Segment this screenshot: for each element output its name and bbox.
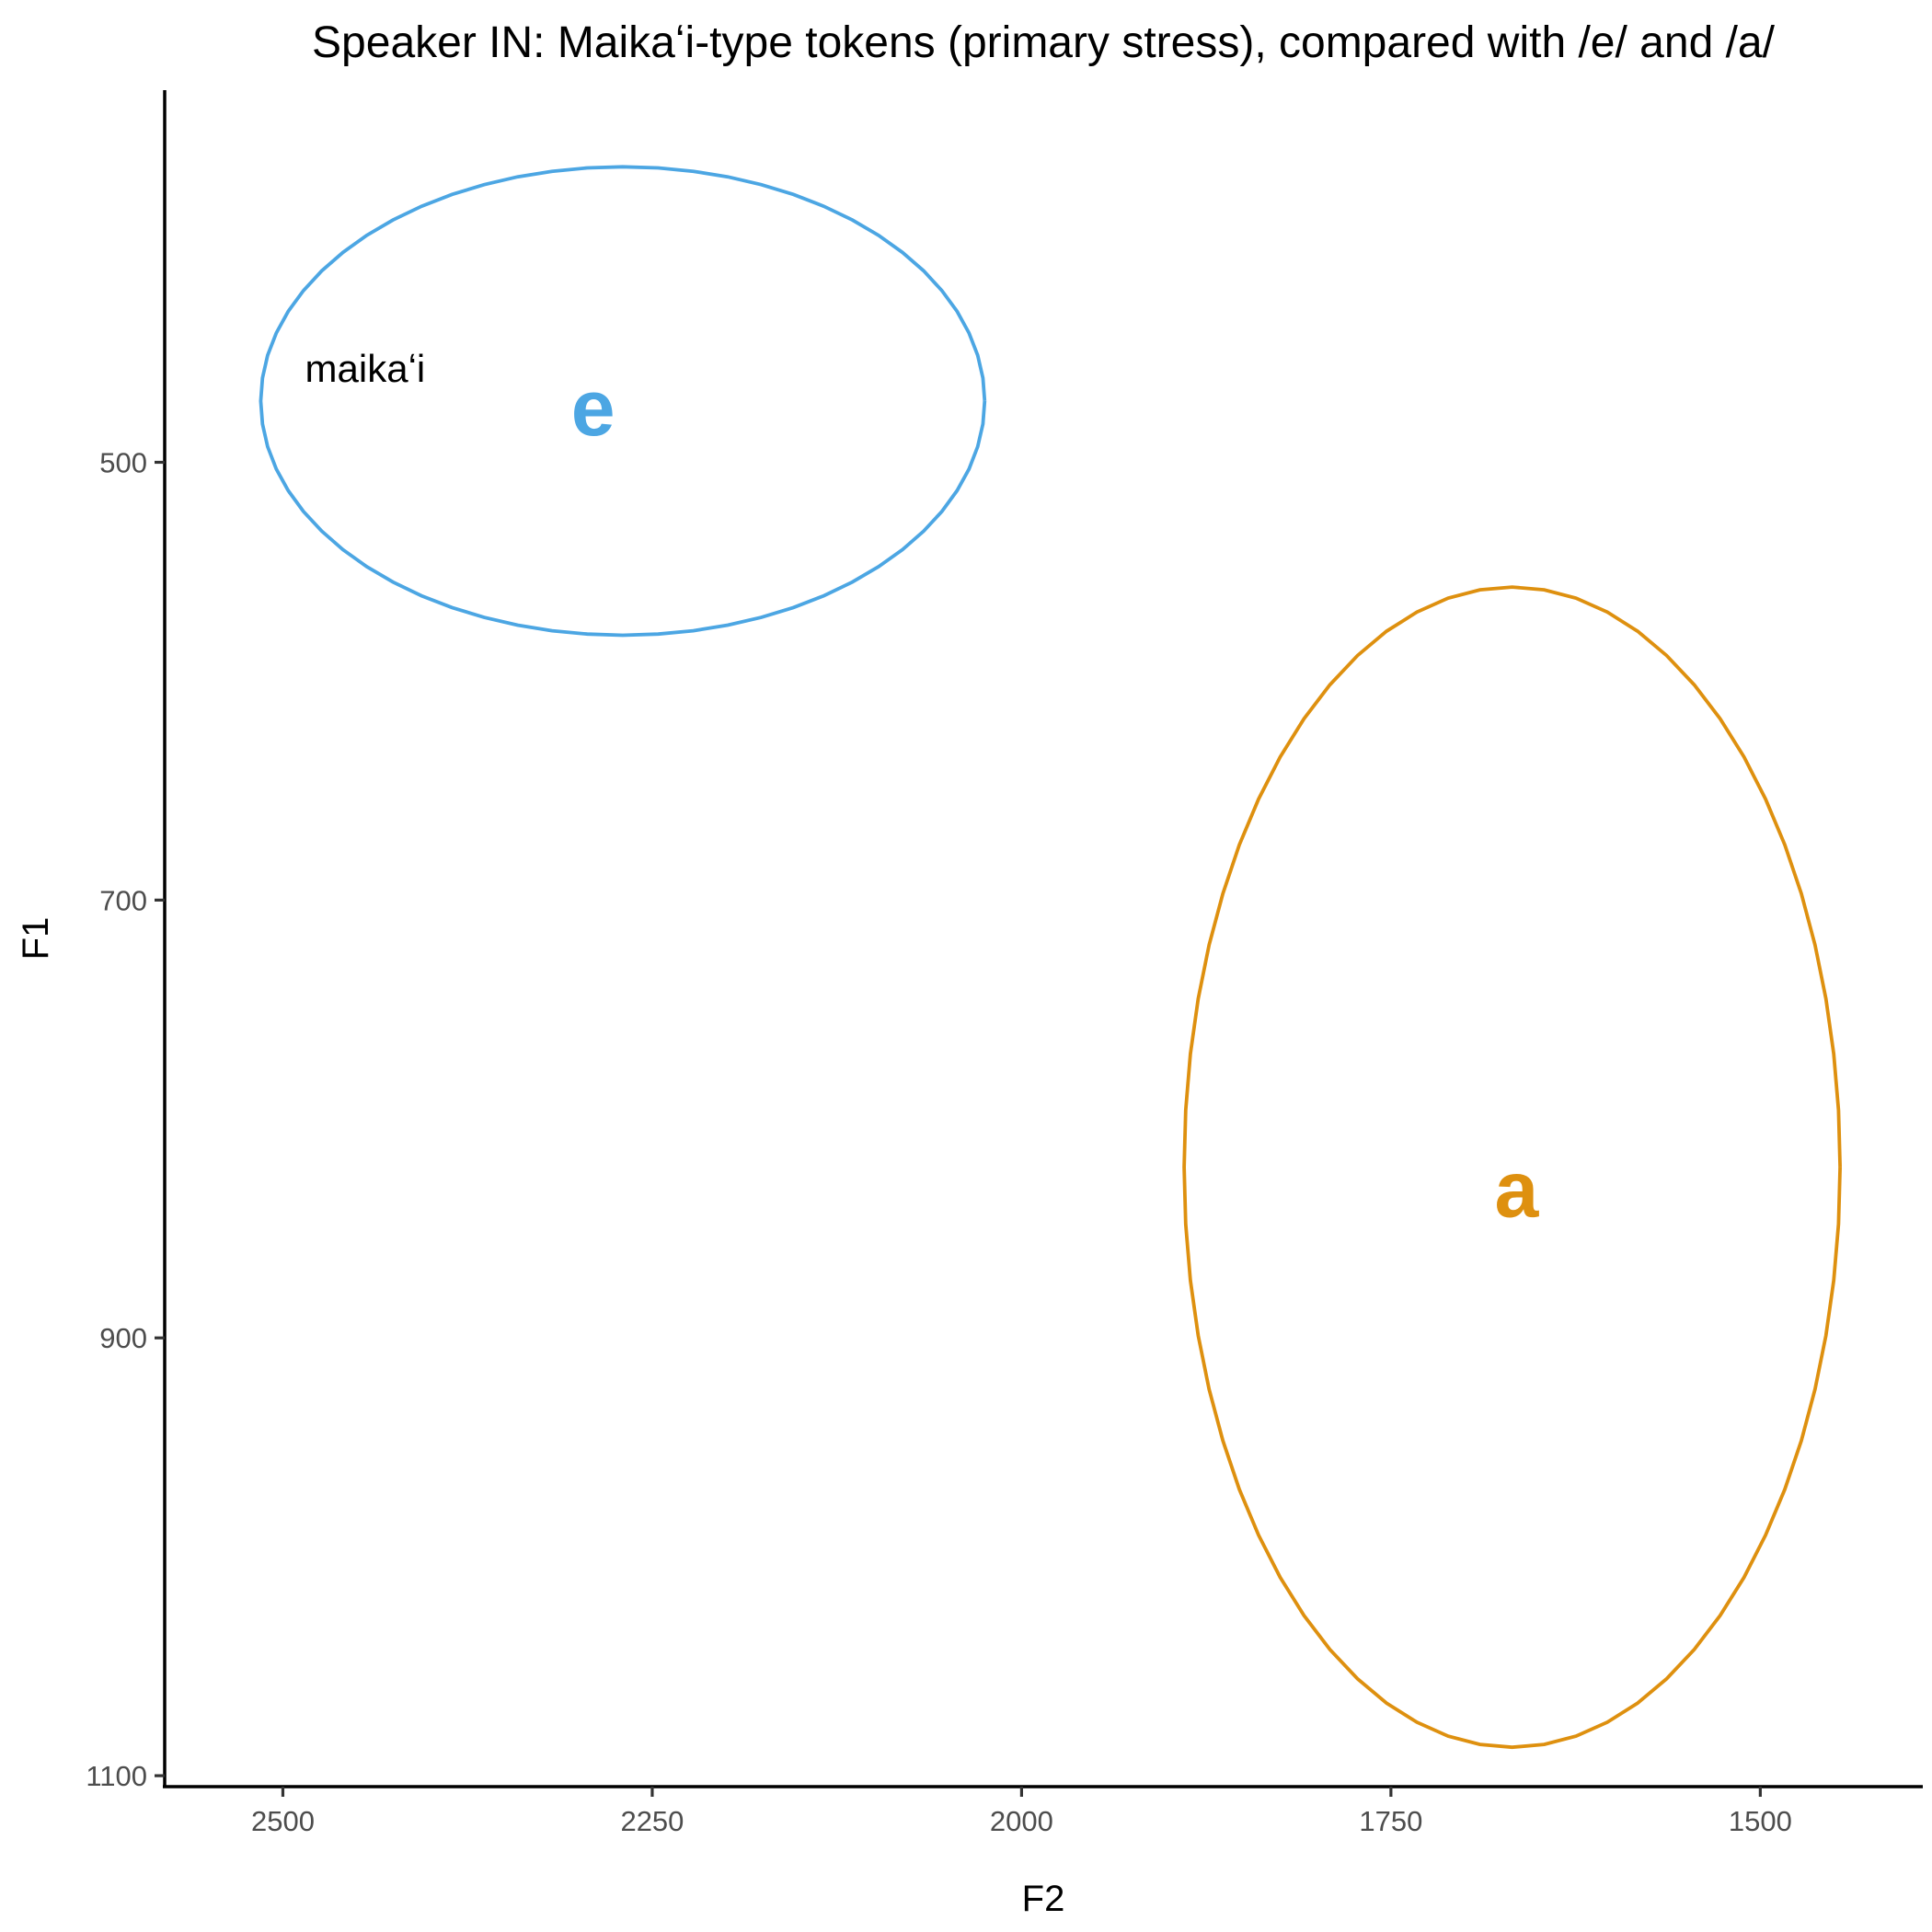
plot-area: e a maikaʻi (259, 165, 1842, 1750)
x-axis-title: F2 (1022, 1879, 1065, 1919)
x-tick-label: 2500 (251, 1805, 315, 1837)
token-label: maikaʻi (305, 347, 426, 390)
x-tick-label: 2000 (990, 1805, 1053, 1837)
ellipse-a (1182, 585, 1842, 1750)
y-tick-label: 900 (99, 1322, 147, 1354)
vowel-label-e: e (571, 364, 615, 453)
y-axis-ticks: 500 700 900 1100 (86, 446, 165, 1792)
vowel-label-a: a (1494, 1145, 1539, 1234)
y-tick-label: 700 (99, 884, 147, 916)
x-tick-label: 2250 (620, 1805, 684, 1837)
chart-title: Speaker IN: Maikaʻi-type tokens (primary… (312, 18, 1776, 67)
y-tick-label: 1100 (86, 1760, 147, 1792)
y-axis-title: F1 (16, 917, 56, 960)
x-tick-label: 1500 (1729, 1805, 1792, 1837)
ellipse-e (259, 165, 987, 638)
x-tick-label: 1750 (1359, 1805, 1422, 1837)
x-axis-ticks: 2500 2250 2000 1750 1500 (251, 1787, 1792, 1837)
y-tick-label: 500 (99, 446, 147, 478)
